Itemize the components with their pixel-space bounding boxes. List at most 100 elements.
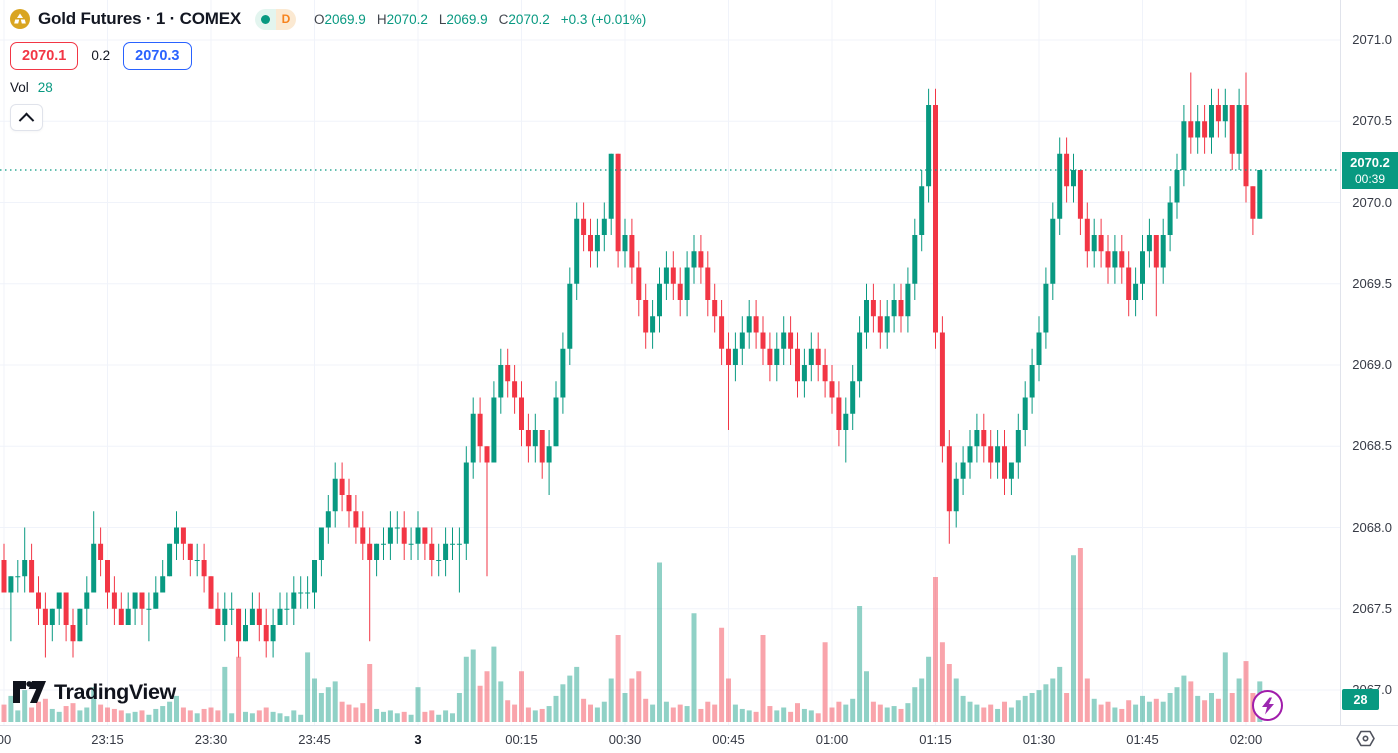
candle-body bbox=[284, 608, 290, 610]
volume-bar bbox=[815, 713, 821, 722]
candle-body bbox=[146, 608, 152, 610]
candle-body bbox=[450, 543, 455, 545]
candle-body bbox=[236, 608, 242, 642]
volume-bar bbox=[470, 649, 476, 722]
volume-bar bbox=[1077, 548, 1083, 722]
candle-body bbox=[1050, 218, 1056, 284]
volume-bar bbox=[836, 701, 842, 722]
candle-body bbox=[105, 560, 110, 593]
candle-body bbox=[401, 527, 407, 544]
interval-marker[interactable]: D bbox=[255, 8, 296, 30]
volume-bar bbox=[422, 711, 428, 722]
tradingview-logo[interactable]: TradingView bbox=[13, 679, 176, 705]
volume-bar bbox=[160, 706, 166, 722]
quick-trade-button[interactable] bbox=[1252, 690, 1283, 721]
candle-body bbox=[539, 430, 545, 463]
volume-bar bbox=[291, 710, 297, 722]
sell-button[interactable]: 2070.1 bbox=[10, 41, 79, 70]
volume-bar bbox=[105, 707, 110, 722]
volume-bar bbox=[1098, 704, 1104, 722]
volume-bar bbox=[946, 664, 952, 722]
volume-bar bbox=[132, 711, 138, 722]
volume-bar bbox=[125, 713, 131, 722]
candle-body bbox=[1126, 267, 1132, 300]
volume-bar bbox=[746, 710, 752, 722]
candle-body bbox=[1140, 251, 1145, 284]
price-scale[interactable]: 2071.0 2070.5 2070.0 2069.5 2069.0 2068.5 2068… bbox=[1340, 0, 1398, 725]
candle-body bbox=[443, 543, 449, 560]
candle-body bbox=[657, 283, 662, 317]
candle-body bbox=[1209, 105, 1214, 138]
current-price-value: 2070.2 bbox=[1350, 155, 1390, 170]
candle-body bbox=[608, 153, 614, 219]
volume-bar bbox=[864, 671, 869, 722]
candle-body bbox=[1105, 251, 1111, 268]
candle-body bbox=[712, 300, 718, 317]
volume-bar bbox=[1167, 693, 1173, 722]
candle-body bbox=[622, 235, 628, 252]
volume-bar bbox=[539, 708, 545, 722]
volume-bar bbox=[981, 707, 987, 722]
volume-bar bbox=[505, 700, 511, 722]
volume-bar bbox=[42, 698, 48, 722]
volume-bar bbox=[850, 698, 856, 722]
candle-body bbox=[650, 316, 656, 333]
volume-bar bbox=[70, 703, 76, 722]
candle-body bbox=[705, 267, 711, 300]
candle-body bbox=[588, 235, 593, 252]
collapse-legend-button[interactable] bbox=[10, 104, 43, 131]
candle-body bbox=[760, 332, 766, 349]
volume-bar bbox=[1126, 700, 1132, 722]
volume-bar bbox=[1119, 708, 1125, 722]
volume-bar bbox=[1209, 693, 1214, 722]
price-axis-label: 2067.5 bbox=[1352, 600, 1392, 616]
candle-body bbox=[49, 608, 55, 625]
candle-body bbox=[698, 251, 704, 268]
volume-bar bbox=[753, 711, 759, 722]
buy-button[interactable]: 2070.3 bbox=[123, 41, 192, 70]
volume-bar bbox=[1029, 693, 1035, 722]
volume-bar bbox=[1, 704, 7, 722]
open-value: 2069.9 bbox=[324, 11, 366, 27]
candle-body bbox=[263, 625, 269, 642]
candle-body bbox=[1215, 105, 1221, 122]
volume-bar bbox=[719, 627, 725, 722]
volume-bar bbox=[381, 711, 386, 722]
candle-body bbox=[111, 592, 117, 609]
volume-bar bbox=[1043, 684, 1049, 722]
volume-bar bbox=[822, 642, 828, 722]
volume-bar bbox=[1036, 690, 1042, 722]
candle-body bbox=[601, 218, 607, 235]
symbol-title[interactable]: Gold Futures · 1 · COMEX bbox=[38, 9, 241, 28]
candle-body bbox=[981, 430, 987, 447]
candle-body bbox=[512, 381, 518, 398]
candle-body bbox=[877, 316, 883, 333]
close-label: C bbox=[498, 11, 509, 27]
candle-body bbox=[415, 527, 421, 544]
candle-body bbox=[795, 348, 800, 382]
candle-body bbox=[77, 608, 83, 642]
candle-body bbox=[1236, 105, 1242, 154]
time-scale[interactable]: 00 23:15 23:30 23:45 3 00:15 00:30 00:45 01:00 01… bbox=[0, 725, 1398, 753]
volume-label: Vol bbox=[10, 80, 29, 95]
candle-body bbox=[1160, 235, 1166, 268]
volume-row: Vol 28 bbox=[10, 80, 646, 95]
volume-bar bbox=[98, 704, 104, 722]
volume-value: 28 bbox=[37, 80, 53, 95]
volume-bar bbox=[525, 707, 531, 722]
candle-body bbox=[525, 430, 531, 447]
volume-bar bbox=[1008, 707, 1014, 722]
candle-body bbox=[42, 608, 48, 625]
interval-badge: D bbox=[276, 8, 296, 30]
candle-body bbox=[1257, 170, 1263, 219]
volume-bar bbox=[1153, 698, 1159, 722]
candle-body bbox=[691, 251, 697, 268]
volume-bar bbox=[263, 707, 269, 722]
candle-body bbox=[801, 365, 807, 382]
candle-body bbox=[229, 608, 235, 610]
scale-settings-button[interactable] bbox=[1355, 728, 1376, 753]
volume-bar bbox=[1215, 698, 1221, 722]
candle-body bbox=[1195, 121, 1201, 138]
